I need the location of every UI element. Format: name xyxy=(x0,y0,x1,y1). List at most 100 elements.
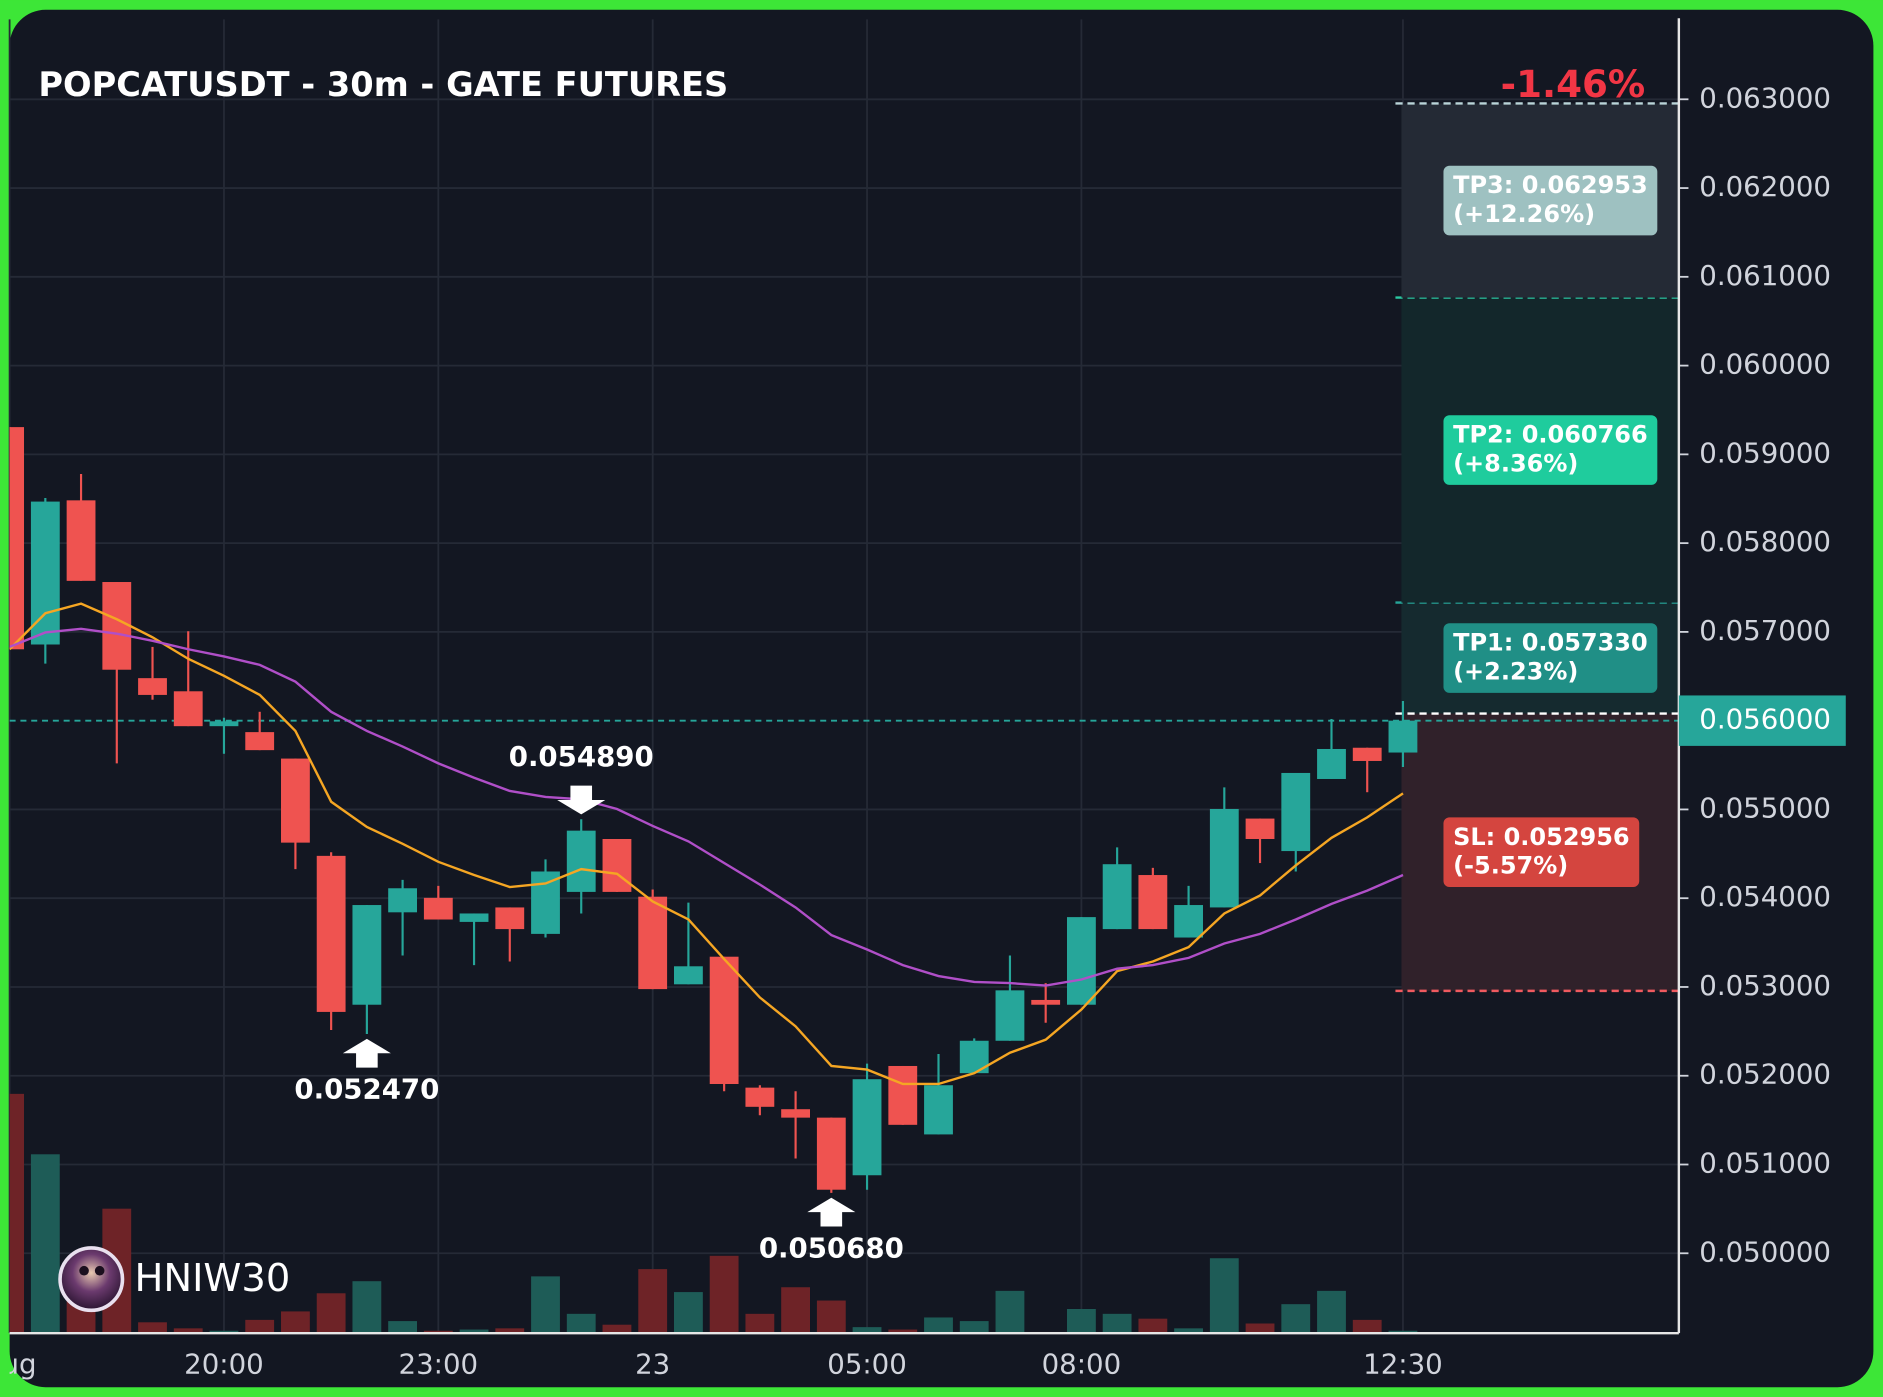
candle-body xyxy=(1209,808,1239,908)
candle-body xyxy=(1388,720,1418,753)
y-tick-label: 0.063000 xyxy=(1699,81,1831,114)
high-label: 0.054890 xyxy=(509,740,654,773)
volume-bar xyxy=(1388,1330,1418,1334)
low-label: 0.052470 xyxy=(294,1072,439,1105)
y-tick-label: 0.058000 xyxy=(1699,525,1831,558)
candle-body xyxy=(674,966,703,985)
volume-bar xyxy=(709,1255,739,1334)
volume-bar xyxy=(745,1313,775,1334)
candle-body xyxy=(1102,864,1132,930)
candle-body xyxy=(1031,999,1061,1005)
level-pct: (+12.26%) xyxy=(1453,200,1595,228)
volume-bar xyxy=(316,1293,346,1334)
candle-body xyxy=(816,1117,846,1190)
volume-bar xyxy=(1317,1290,1346,1334)
candle-body xyxy=(1352,747,1382,761)
y-tick-label: 0.059000 xyxy=(1699,436,1831,469)
volume-bar xyxy=(281,1311,310,1334)
x-tick-label: 23 xyxy=(635,1348,670,1381)
volume-bar xyxy=(566,1313,596,1334)
volume-bar xyxy=(495,1328,525,1334)
y-tick-label: 0.053000 xyxy=(1699,969,1831,1002)
volume-bar xyxy=(852,1327,882,1334)
candle-body xyxy=(281,758,310,843)
high-arrow xyxy=(557,785,606,815)
y-tick-label: 0.054000 xyxy=(1699,880,1831,913)
chart-title: POPCATUSDT - 30m - GATE FUTURES xyxy=(38,65,728,104)
candle-body xyxy=(638,896,668,990)
ma-line xyxy=(9,627,1404,987)
candle-body xyxy=(316,855,346,1012)
x-tick-label: 08:00 xyxy=(1042,1348,1122,1381)
volume-bar xyxy=(1209,1258,1239,1334)
ma-line xyxy=(9,602,1404,1086)
candle-body xyxy=(1281,772,1311,852)
level-pct: (+2.23%) xyxy=(1453,657,1578,685)
y-tick-label: 0.062000 xyxy=(1699,170,1831,203)
volume-bar xyxy=(888,1329,918,1334)
candle-body xyxy=(9,427,25,650)
candle-body xyxy=(495,907,525,930)
candle-body xyxy=(781,1109,811,1118)
candle-body xyxy=(173,691,203,727)
level-label: SL: 0.052956 xyxy=(1453,823,1630,851)
x-tick-label: 20:00 xyxy=(184,1348,264,1381)
low-label: 0.050680 xyxy=(759,1231,904,1264)
volume-bar xyxy=(1174,1328,1203,1334)
price-box xyxy=(1678,695,1846,746)
volume-bar xyxy=(1245,1323,1275,1334)
change: -1.46% xyxy=(1501,62,1646,106)
level-box xyxy=(1443,415,1658,485)
volume-bar xyxy=(352,1281,382,1334)
candle-body xyxy=(566,830,596,892)
candle-body xyxy=(459,913,489,922)
avatar xyxy=(58,1246,125,1313)
candle-body xyxy=(1317,748,1346,779)
level-label: TP3: 0.062953 xyxy=(1453,171,1648,199)
volume-bar xyxy=(9,1093,25,1334)
volume-bar xyxy=(995,1290,1025,1334)
volume-bar xyxy=(959,1321,989,1334)
candle-body xyxy=(852,1079,882,1176)
volume-bar xyxy=(674,1292,703,1334)
volume-bar xyxy=(602,1324,632,1334)
y-tick-label: 0.061000 xyxy=(1699,259,1831,292)
y-tick-label: 0.052000 xyxy=(1699,1058,1831,1091)
candle-body xyxy=(531,871,560,934)
candle-body xyxy=(30,501,60,645)
x-tick-label: Aug xyxy=(0,1348,37,1381)
candle-body xyxy=(709,956,739,1084)
volume-bar xyxy=(245,1319,275,1334)
level-pct: (+8.36%) xyxy=(1453,450,1578,478)
candle-body xyxy=(1245,818,1275,839)
volume-bar xyxy=(388,1321,418,1334)
avatar-eye xyxy=(79,1265,89,1276)
x-tick-label: 12:30 xyxy=(1363,1348,1443,1381)
price-label: 0.056000 xyxy=(1699,703,1831,736)
y-tick-label: 0.055000 xyxy=(1699,791,1831,824)
candle-body xyxy=(102,582,132,670)
candle-body xyxy=(888,1065,918,1125)
volume-bar xyxy=(638,1269,668,1334)
candle-body xyxy=(1066,917,1096,1005)
level-box xyxy=(1443,165,1658,236)
volume-bar xyxy=(1138,1318,1168,1334)
volume-bar xyxy=(459,1329,489,1334)
volume-bar xyxy=(816,1300,846,1334)
volume-bar xyxy=(138,1322,167,1334)
volume-bar xyxy=(173,1328,203,1334)
volume-bar xyxy=(423,1330,453,1334)
volume-bar xyxy=(531,1276,560,1334)
y-tick-label: 0.051000 xyxy=(1699,1147,1831,1180)
candle-body xyxy=(602,838,632,892)
low-arrow xyxy=(807,1197,856,1227)
volume-bar xyxy=(1281,1304,1311,1334)
level-pct: (-5.57%) xyxy=(1453,852,1568,880)
volume-bar xyxy=(1066,1308,1096,1334)
watermark: HNIW30 xyxy=(135,1256,291,1301)
low-arrow xyxy=(342,1038,391,1068)
y-tick-label: 0.060000 xyxy=(1699,348,1831,381)
candle-body xyxy=(423,897,453,920)
